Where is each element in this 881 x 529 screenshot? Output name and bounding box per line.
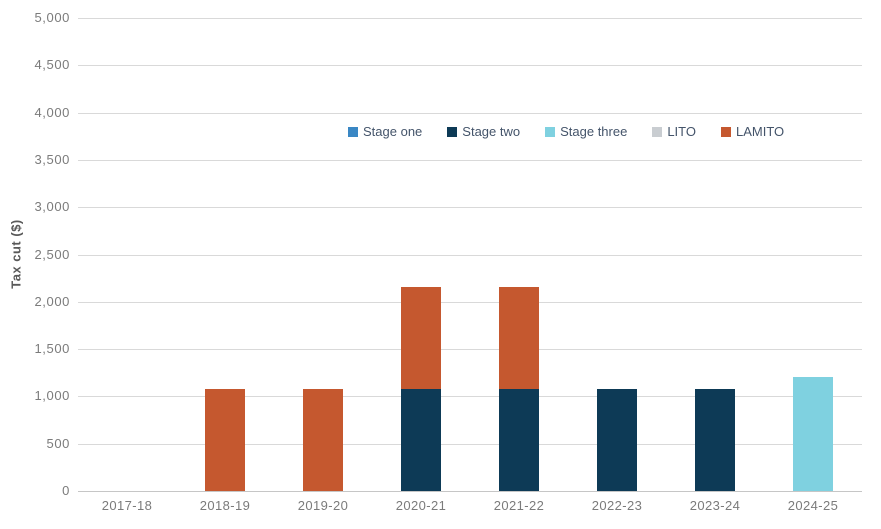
y-tick-label: 500 — [46, 436, 70, 451]
legend-swatch — [721, 126, 731, 137]
bar-segment-lamito — [401, 287, 441, 389]
bar-segment-stage-two — [499, 389, 539, 491]
legend-label: LAMITO — [736, 124, 785, 139]
gridline — [78, 302, 862, 303]
x-tick-label: 2021-22 — [493, 498, 545, 513]
y-tick-label: 3,500 — [34, 152, 70, 167]
gridline — [78, 349, 862, 350]
y-axis-title: Tax cut ($) — [8, 219, 24, 289]
x-tick-label: 2024-25 — [787, 498, 839, 513]
gridline — [78, 255, 862, 256]
x-tick-label: 2018-19 — [199, 498, 251, 513]
x-tick-label: 2023-24 — [689, 498, 741, 513]
bar-segment-lamito — [303, 389, 343, 491]
y-tick-label: 5,000 — [34, 10, 70, 25]
y-tick-label: 3,000 — [34, 199, 70, 214]
legend-label: Stage three — [560, 124, 628, 139]
gridline — [78, 113, 862, 114]
y-tick-label: 4,000 — [34, 105, 70, 120]
gridline — [78, 396, 862, 397]
gridline — [78, 444, 862, 445]
y-tick-label: 2,000 — [34, 294, 70, 309]
gridline — [78, 207, 862, 208]
legend-item-stage-one: Stage one — [348, 124, 422, 139]
legend-swatch — [348, 126, 358, 137]
x-tick-label: 2019-20 — [297, 498, 349, 513]
legend-swatch — [545, 126, 556, 137]
legend-label: Stage two — [462, 124, 521, 139]
legend-swatch — [652, 126, 663, 137]
bar-segment-lamito — [499, 287, 539, 389]
x-axis-line — [78, 491, 862, 492]
bar-segment-lamito — [205, 389, 245, 491]
legend-label: LITO — [667, 124, 696, 139]
legend: Stage one Stage two Stage three LITO LAMITO — [348, 124, 784, 139]
legend-item-lamito: LAMITO — [721, 124, 784, 139]
legend-swatch — [447, 126, 458, 137]
y-tick-label: 1,500 — [34, 341, 70, 356]
bar-segment-stage-two — [597, 389, 637, 491]
gridline — [78, 65, 862, 66]
x-tick-label: 2017-18 — [101, 498, 153, 513]
x-tick-label: 2022-23 — [591, 498, 643, 513]
y-tick-label: 0 — [62, 483, 70, 498]
y-tick-label: 2,500 — [34, 247, 70, 262]
x-tick-label: 2020-21 — [395, 498, 447, 513]
y-tick-label: 4,500 — [34, 57, 70, 72]
legend-item-stage-two: Stage two — [447, 124, 520, 139]
y-tick-label: 1,000 — [34, 388, 70, 403]
bar-segment-stage-three — [793, 377, 833, 491]
gridline — [78, 18, 862, 19]
bar-segment-stage-two — [401, 389, 441, 491]
gridline — [78, 160, 862, 161]
legend-item-lito: LITO — [652, 124, 696, 139]
bar-segment-stage-two — [695, 389, 735, 491]
legend-item-stage-three: Stage three — [545, 124, 627, 139]
legend-label: Stage one — [363, 124, 423, 139]
